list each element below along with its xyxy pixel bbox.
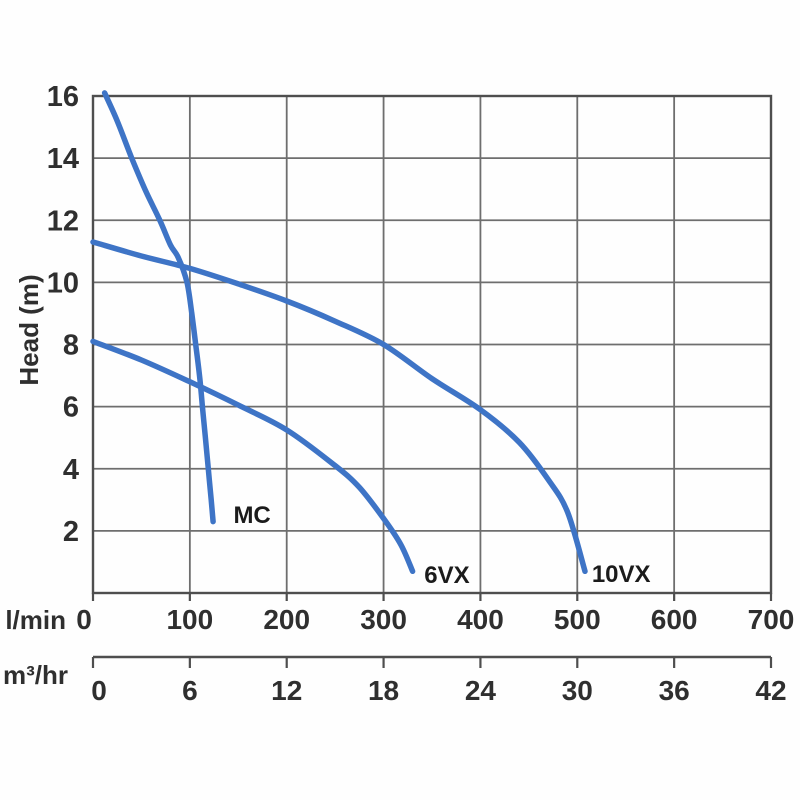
curve-10vx: [90, 239, 588, 575]
m3hr-axis-bracket: [91, 655, 773, 668]
m3hr-tick-label: 36: [659, 675, 690, 706]
curve-label-mc: MC: [233, 502, 270, 529]
m3hr-tick-label: 42: [755, 675, 786, 706]
m3hr-tick-label: 24: [465, 675, 497, 706]
y-tick-label: 16: [47, 81, 79, 113]
curve-label-6vx: 6VX: [424, 562, 469, 589]
lmin-tick-label: 400: [457, 604, 504, 635]
m3hr-tick-label: 18: [368, 675, 399, 706]
lmin-tick-label: 0: [76, 604, 92, 635]
y-tick-label: 12: [47, 205, 79, 237]
y-tick-label: 6: [63, 392, 79, 424]
x-axis-unit-m3hr: m³/hr: [3, 660, 68, 690]
axis-ticks: [91, 593, 773, 601]
y-tick-label: 14: [47, 143, 79, 175]
lmin-tick-label: 700: [748, 604, 795, 635]
m3hr-tick-label: 30: [562, 675, 593, 706]
m3hr-tick-label: 0: [91, 675, 107, 706]
pump-curves: [90, 90, 588, 575]
curve-6vx: [90, 338, 416, 575]
lmin-tick-label: 600: [651, 604, 698, 635]
y-axis-title: Head (m): [14, 274, 44, 385]
y-tick-label: 2: [63, 516, 79, 548]
curve-mc: [101, 90, 216, 525]
y-tick-label: 4: [63, 454, 79, 486]
x-axis-unit-lmin: l/min: [5, 605, 66, 635]
m3hr-tick-label: 12: [271, 675, 302, 706]
curve-name-labels: MC 6VX 10VX: [233, 502, 650, 589]
plot-border: [91, 94, 773, 595]
lmin-tick-label: 300: [360, 604, 407, 635]
lmin-tick-label: 500: [554, 604, 601, 635]
y-tick-label: 10: [47, 267, 79, 299]
y-tick-label: 8: [63, 330, 79, 362]
lmin-tick-label: 200: [263, 604, 310, 635]
m3hr-tick-label: 6: [182, 675, 198, 706]
curve-label-10vx: 10VX: [592, 561, 651, 588]
lmin-tick-label: 100: [166, 604, 213, 635]
